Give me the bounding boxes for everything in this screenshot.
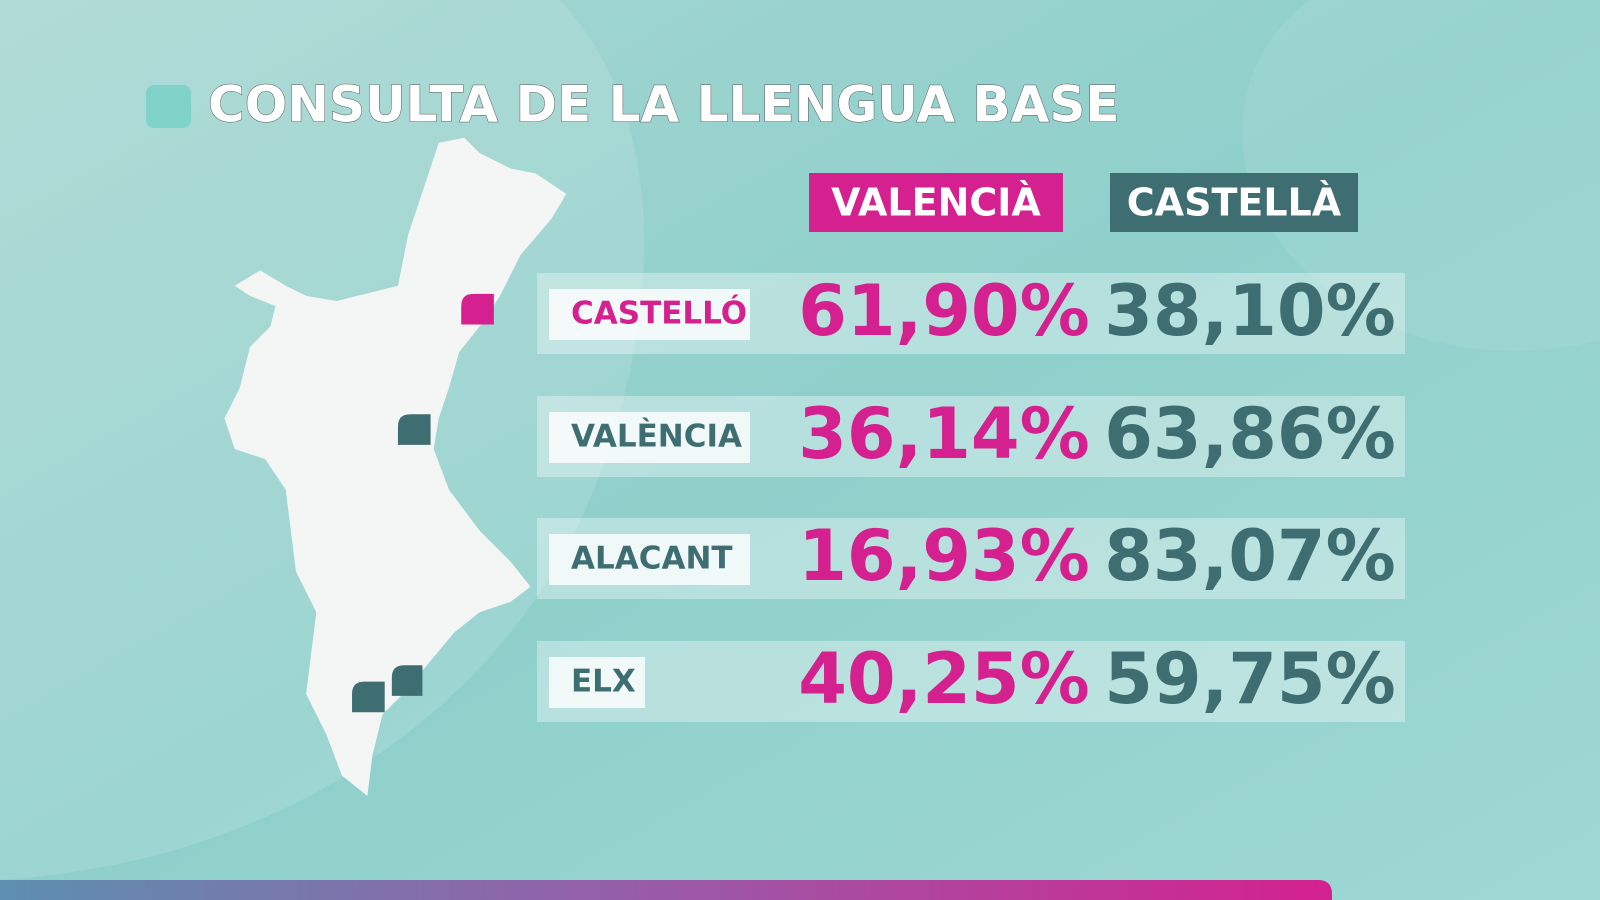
- percentage: 36,14%: [798, 393, 1090, 475]
- percentage: 16,93%: [798, 515, 1090, 597]
- column-header-box: [809, 173, 1063, 232]
- row-label-box: [549, 412, 750, 463]
- bottom-bar: [0, 880, 1332, 900]
- column-header: VALENCIÀ: [831, 181, 1041, 225]
- row-label: ELX: [571, 664, 636, 700]
- percentage: 38,10%: [1104, 270, 1396, 352]
- background-shape: [1242, 0, 1600, 351]
- row-label-box: [549, 657, 645, 708]
- map-marker: [391, 665, 423, 696]
- row-label: ALACANT: [571, 541, 733, 577]
- map-marker: [397, 414, 431, 445]
- percentage: 59,75%: [1104, 638, 1396, 720]
- map-marker: [352, 681, 385, 713]
- percentage: 63,86%: [1104, 393, 1396, 475]
- column-header: CASTELLÀ: [1127, 181, 1342, 225]
- percentage: 61,90%: [798, 270, 1090, 352]
- title-icon: [146, 85, 191, 128]
- column-header-box: [1110, 173, 1358, 232]
- percentage: 40,25%: [798, 638, 1090, 720]
- row-label-box: [549, 534, 750, 585]
- row-background: [537, 641, 1405, 722]
- row-label: CASTELLÓ: [571, 295, 747, 332]
- results-table: VALENCIÀ CASTELLÀ CASTELLÓ 61,90% 38,10% VALÈ…: [537, 173, 1405, 722]
- percentage: 83,07%: [1104, 515, 1396, 597]
- title: CONSULTA DE LA LLENGUA BASE: [208, 76, 1120, 134]
- map: [224, 137, 567, 796]
- row-label: VALÈNCIA: [571, 419, 742, 455]
- map-marker: [461, 293, 494, 325]
- row-label-box: [549, 289, 750, 340]
